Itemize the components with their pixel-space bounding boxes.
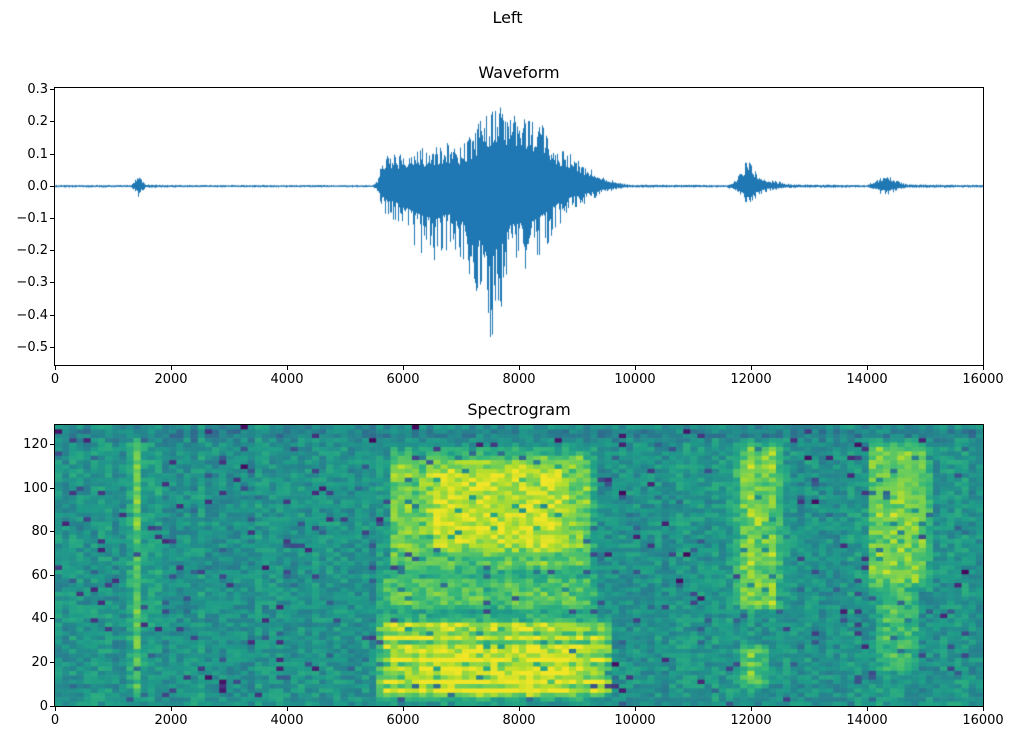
spectrogram-y-tick-label: 60 [31, 567, 48, 583]
waveform-x-tick-label: 12000 [730, 372, 772, 387]
waveform-x-tick-label: 10000 [614, 372, 656, 387]
spectrogram-x-tick [982, 707, 984, 711]
spectrogram-x-tick-label: 4000 [270, 713, 304, 728]
spectrogram-y-tick-label: 100 [23, 480, 48, 496]
waveform-x-tick [750, 366, 752, 370]
waveform-y-tick-label: −0.5 [16, 339, 48, 355]
spectrogram-x-tick-label: 14000 [846, 713, 888, 728]
spectrogram-x-tick-label: 0 [50, 713, 60, 728]
spectrogram-x-tick-label: 12000 [730, 713, 772, 728]
spectrogram-y-tick-label: 20 [31, 654, 48, 670]
waveform-y-tick-label: −0.2 [16, 243, 48, 259]
waveform-y-tick-label: 0.3 [27, 82, 48, 98]
waveform-y-tick [50, 153, 54, 155]
spectrogram-x-tick [866, 707, 868, 711]
spectrogram-x-tick [286, 707, 288, 711]
waveform-y-tick [50, 250, 54, 252]
spectrogram-y-tick [50, 487, 54, 489]
spectrogram-x-tick-label: 6000 [386, 713, 420, 728]
waveform-x-tick-label: 16000 [962, 372, 1004, 387]
waveform-x-tick-label: 14000 [846, 372, 888, 387]
spectrogram-y-tick [50, 618, 54, 620]
spectrogram-y-tick-label: 120 [23, 437, 48, 453]
spectrogram-y-tick [50, 574, 54, 576]
spectrogram-x-tick-label: 16000 [962, 713, 1004, 728]
figure-title: Left [492, 8, 523, 27]
waveform-y-tick [50, 282, 54, 284]
spectrogram-y-tick [50, 705, 54, 707]
waveform-y-tick [50, 121, 54, 123]
waveform-y-tick [50, 185, 54, 187]
waveform-y-tick-label: 0.1 [27, 146, 48, 162]
waveform-x-tick [518, 366, 520, 370]
waveform-x-tick [402, 366, 404, 370]
waveform-y-tick-label: 0.0 [27, 178, 48, 194]
waveform-x-tick-label: 8000 [502, 372, 536, 387]
waveform-x-tick [54, 366, 56, 370]
spectrogram-y-tick-label: 80 [31, 524, 48, 540]
spectrogram-y-tick-label: 0 [39, 698, 48, 714]
waveform-y-tick [50, 346, 54, 348]
spectrogram-x-tick [750, 707, 752, 711]
waveform-y-tick-label: −0.3 [16, 275, 48, 291]
waveform-y-tick [50, 89, 54, 91]
spectrogram-x-tick-label: 8000 [502, 713, 536, 728]
spectrogram-title: Spectrogram [467, 400, 571, 419]
spectrogram-x-tick [54, 707, 56, 711]
waveform-y-tick [50, 314, 54, 316]
waveform-y-tick [50, 217, 54, 219]
waveform-x-tick-label: 6000 [386, 372, 420, 387]
spectrogram-x-tick-label: 2000 [154, 713, 188, 728]
waveform-x-tick [170, 366, 172, 370]
spectrogram-x-tick [518, 707, 520, 711]
waveform-plot-area [54, 87, 984, 366]
spectrogram-x-tick [402, 707, 404, 711]
spectrogram-x-tick-label: 10000 [614, 713, 656, 728]
spectrogram-x-tick [170, 707, 172, 711]
waveform-x-tick-label: 0 [50, 372, 60, 387]
waveform-x-tick [634, 366, 636, 370]
spectrogram-y-tick [50, 444, 54, 446]
waveform-x-tick [982, 366, 984, 370]
waveform-x-tick [286, 366, 288, 370]
spectrogram-y-tick [50, 661, 54, 663]
spectrogram-y-tick-label: 40 [31, 611, 48, 627]
spectrogram-plot-area [54, 424, 984, 707]
waveform-x-tick-label: 2000 [154, 372, 188, 387]
waveform-y-tick-label: −0.4 [16, 307, 48, 323]
waveform-title: Waveform [478, 63, 560, 82]
waveform-x-tick-label: 4000 [270, 372, 304, 387]
waveform-y-tick-label: −0.1 [16, 210, 48, 226]
waveform-y-tick-label: 0.2 [27, 114, 48, 130]
spectrogram-y-tick [50, 531, 54, 533]
spectrogram-x-tick [634, 707, 636, 711]
waveform-x-tick [866, 366, 868, 370]
